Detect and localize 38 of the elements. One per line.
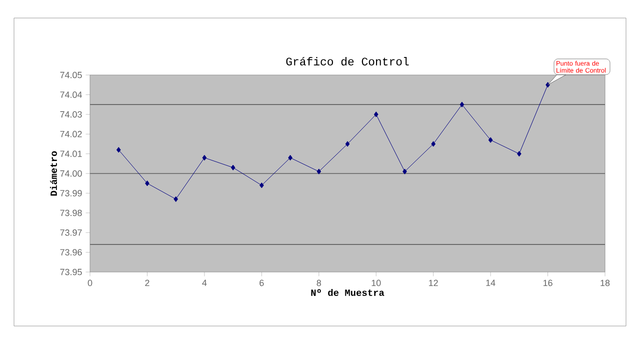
x-tick-label: 6 xyxy=(260,280,264,286)
point xyxy=(259,182,264,188)
x-tick-label: 12 xyxy=(429,280,438,286)
point xyxy=(230,164,236,170)
point xyxy=(145,180,150,186)
y-tick-label: 73.96 xyxy=(60,249,82,256)
point xyxy=(402,168,407,174)
point xyxy=(316,168,322,174)
y-tick-label: 74.04 xyxy=(60,92,82,98)
y-tick-label: 74.01 xyxy=(60,150,82,157)
y-axis-title: Diámetro xyxy=(50,151,57,196)
y-tick-label: 74.02 xyxy=(60,130,82,138)
y-tick-label: 73.98 xyxy=(60,210,82,216)
point xyxy=(488,137,493,143)
x-tick-label: 10 xyxy=(372,280,381,286)
y-tick-label: 73.99 xyxy=(60,190,82,196)
x-tick-label: 14 xyxy=(486,280,496,286)
point xyxy=(460,102,464,108)
point xyxy=(116,147,121,153)
point xyxy=(374,112,378,118)
point xyxy=(202,154,207,161)
y-tick-label: 74.00 xyxy=(60,170,82,177)
x-tick-label: 18 xyxy=(600,280,610,286)
x-tick-label: 2 xyxy=(145,280,150,286)
y-tick-label: 73.95 xyxy=(60,268,82,276)
x-axis-title: Nº de Muestra xyxy=(311,288,384,296)
point xyxy=(431,141,436,147)
x-tick-label: 0 xyxy=(88,280,92,286)
y-tick-label: 74.03 xyxy=(60,111,82,118)
point xyxy=(174,196,178,202)
point xyxy=(345,141,350,147)
point xyxy=(516,150,522,157)
y-tick-label: 74.05 xyxy=(60,72,82,78)
y-tick-label: 73.97 xyxy=(60,229,82,236)
x-tick-label: 16 xyxy=(543,280,552,286)
chart-title: Gráfico de Control xyxy=(286,57,409,66)
x-tick-label: 8 xyxy=(316,280,321,286)
x-tick-label: 4 xyxy=(202,280,207,286)
